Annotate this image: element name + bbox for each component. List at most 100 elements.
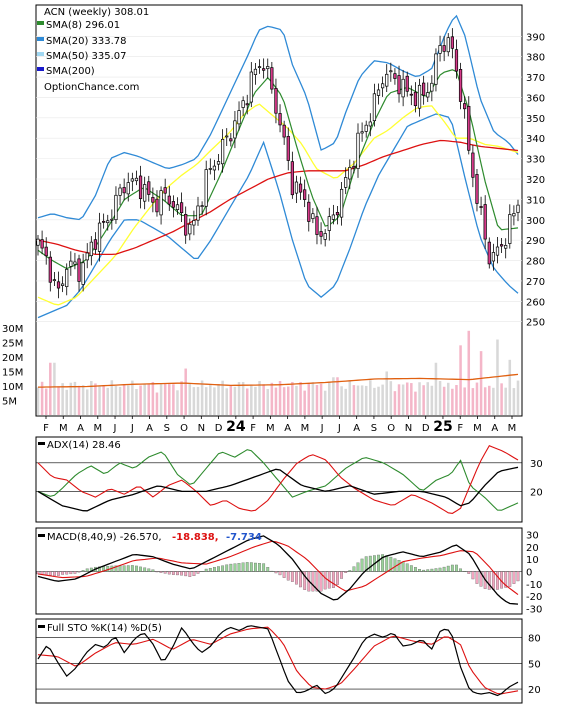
x-tick-24: F [457, 423, 463, 434]
macd-hist-bar-114 [504, 571, 508, 588]
volume-bar-77 [352, 385, 356, 415]
volume-y-tick-1: 25M [2, 338, 23, 349]
macd-hist-bar-32 [167, 571, 171, 575]
volume-bar-40 [200, 380, 204, 415]
candle-body-110 [487, 241, 491, 265]
candle-body-14 [93, 239, 98, 250]
volume-bar-109 [483, 387, 487, 415]
volume-bar-6 [61, 383, 64, 415]
macd-hist-bar-85 [385, 555, 389, 572]
volume-bar-42 [209, 383, 212, 415]
macd-hist-bar-81 [368, 555, 372, 572]
legend-sma8: SMA(8) 296.01 [46, 20, 120, 31]
macd-hist-bar-110 [487, 571, 491, 590]
legend-sma200: SMA(200) [46, 66, 95, 77]
macd-hist-bar-33 [171, 571, 175, 575]
macd-hist-bar-103 [459, 568, 462, 572]
volume-bar-12 [85, 389, 89, 415]
candle-body-33 [171, 201, 175, 208]
candle-body-21 [122, 187, 126, 194]
candle-body-58 [274, 88, 278, 114]
x-tick-25: M [473, 423, 482, 434]
candle-body-42 [208, 168, 212, 170]
candle-body-86 [389, 70, 393, 73]
candle-body-53 [253, 68, 258, 75]
candle-body-49 [237, 110, 241, 125]
price-y-tick-8: 330 [526, 155, 545, 166]
adx-y-tick-1: 20 [530, 487, 543, 498]
volume-bar-90 [405, 382, 409, 415]
volume-bar-20 [118, 386, 122, 415]
volume-bars [36, 330, 520, 415]
volume-bar-68 [315, 385, 319, 415]
candle-body-44 [216, 161, 221, 165]
sto-y-tick-0: 80 [528, 633, 541, 644]
candle-body-18 [110, 218, 114, 221]
candle-body-48 [233, 120, 237, 139]
macd-hist-bar-53 [254, 562, 257, 572]
candle-body-83 [376, 89, 381, 96]
macd-hist-bar-5 [57, 571, 60, 576]
macd-hist-bar-91 [409, 565, 413, 572]
candle-body-46 [225, 135, 229, 138]
volume-bar-44 [217, 384, 220, 415]
macd-hist-bar-51 [245, 562, 249, 572]
legend-swatch-sma200 [37, 67, 44, 71]
x-tick-27: M [508, 423, 517, 434]
candle-body-7 [65, 268, 69, 288]
candle-body-65 [303, 189, 307, 200]
macd-hist-bar-75 [344, 571, 348, 573]
volume-bar-3 [49, 362, 52, 415]
macd-hist-bar-67 [311, 571, 315, 592]
x-tick-5: J [130, 423, 134, 434]
macd-hist-bar-23 [130, 565, 134, 572]
price-y-tick-1: 260 [526, 297, 545, 308]
volume-bar-27 [147, 383, 151, 415]
macd-hist-bar-116 [512, 571, 516, 584]
candle-body-99 [442, 45, 446, 52]
macd-hist-bar-31 [163, 571, 167, 574]
macd-hist-bar-69 [319, 571, 323, 592]
volume-bar-83 [377, 386, 380, 415]
candle-body-74 [339, 188, 344, 218]
macd-hist-bar-105 [467, 571, 471, 574]
candle-body-4 [52, 279, 57, 281]
candle-body-43 [212, 165, 217, 171]
volume-bar-115 [508, 359, 512, 415]
candle-body-100 [446, 37, 450, 53]
volume-bar-41 [204, 387, 208, 415]
candle-body-71 [327, 216, 331, 231]
candle-body-40 [200, 205, 204, 207]
candle-body-108 [479, 206, 483, 208]
volume-bar-81 [369, 380, 372, 415]
volume-bar-99 [442, 386, 446, 415]
sto-legend-swatch [38, 625, 45, 628]
x-tick-7: S [164, 423, 170, 434]
macd-hist-bar-52 [249, 562, 253, 572]
macd-hist-bar-25 [139, 566, 142, 572]
macd-hist-bar-63 [295, 571, 298, 585]
candle-body-62 [290, 161, 294, 196]
price-y-tick-13: 380 [526, 53, 545, 64]
volume-bar-63 [295, 385, 298, 415]
price-panel-frame [35, 4, 523, 417]
candle-body-28 [151, 197, 155, 203]
candle-body-19 [114, 194, 118, 221]
macd-lines [37, 535, 519, 605]
candle-body-52 [249, 71, 253, 103]
macd-legend-swatch [38, 534, 45, 537]
x-tick-19: S [371, 423, 377, 434]
x-tick-1: M [59, 423, 68, 434]
price-y-tick-6: 310 [526, 195, 545, 206]
candle-body-113 [499, 244, 504, 247]
volume-bar-65 [303, 390, 306, 415]
volume-y-tick-4: 10M [2, 382, 23, 393]
volume-bar-103 [459, 345, 462, 415]
candle-body-8 [69, 260, 73, 267]
macd-hist-bar-24 [135, 565, 138, 572]
adx-line [37, 466, 519, 512]
volume-bar-45 [221, 380, 224, 415]
volume-bar-69 [319, 383, 323, 415]
chart-title: ACN (weekly) 308.01 [44, 7, 149, 18]
